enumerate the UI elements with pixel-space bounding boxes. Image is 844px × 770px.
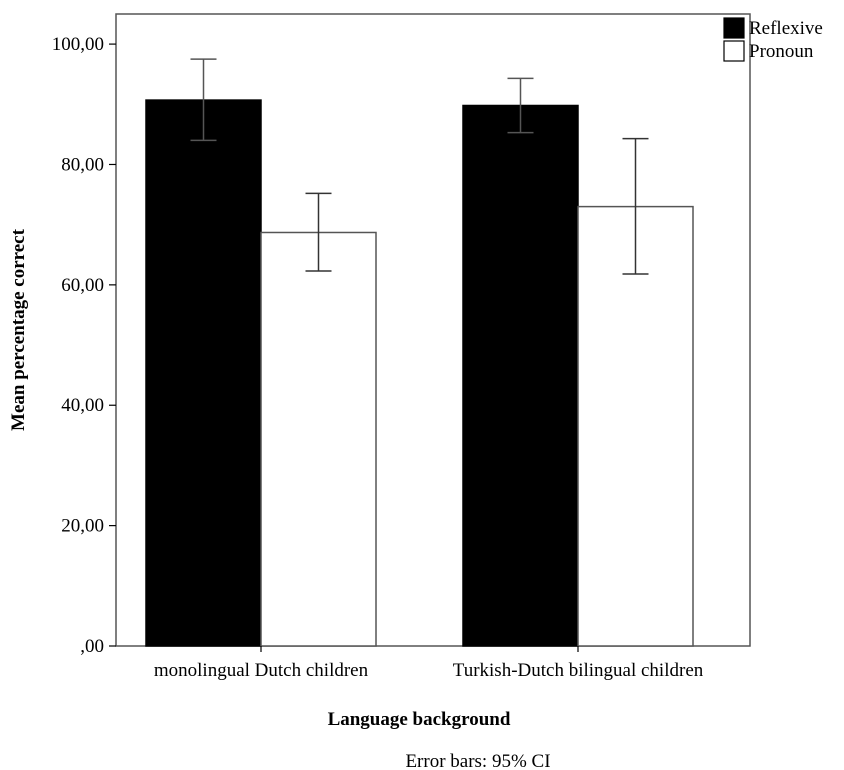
- legend-label-pronoun: Pronoun: [749, 41, 814, 62]
- y-tick-label: ,00: [80, 636, 104, 657]
- plot-area: [115, 13, 751, 647]
- error-bar-note: Error bars: 95% CI: [405, 751, 550, 770]
- y-tick-label: 20,00: [61, 516, 104, 537]
- y-axis: ,00 20,00 40,00 60,00 80,00 100,00: [52, 34, 116, 657]
- legend-swatch-reflexive: [723, 17, 745, 39]
- y-tick-label: 40,00: [61, 395, 104, 416]
- y-tick-label: 80,00: [61, 154, 104, 175]
- legend-swatch-pronoun: [723, 40, 745, 62]
- y-tick-label: 60,00: [61, 275, 104, 296]
- bars: [145, 99, 694, 647]
- y-tick-label: 100,00: [52, 34, 104, 55]
- legend-label-reflexive: Reflexive: [749, 18, 823, 39]
- error-bars: [190, 58, 649, 275]
- x-tick-label: monolingual Dutch children: [154, 660, 369, 681]
- bar-reflexive: [462, 104, 579, 647]
- y-axis-title: Mean percentage correct: [8, 228, 29, 431]
- bar-reflexive: [145, 99, 262, 647]
- bar-pronoun: [260, 231, 377, 647]
- plot-frame: [115, 13, 751, 647]
- x-axis-title: Language background: [328, 709, 511, 730]
- x-tick-label: Turkish-Dutch bilingual children: [453, 660, 704, 681]
- x-axis: monolingual Dutch children Turkish-Dutch …: [154, 646, 704, 681]
